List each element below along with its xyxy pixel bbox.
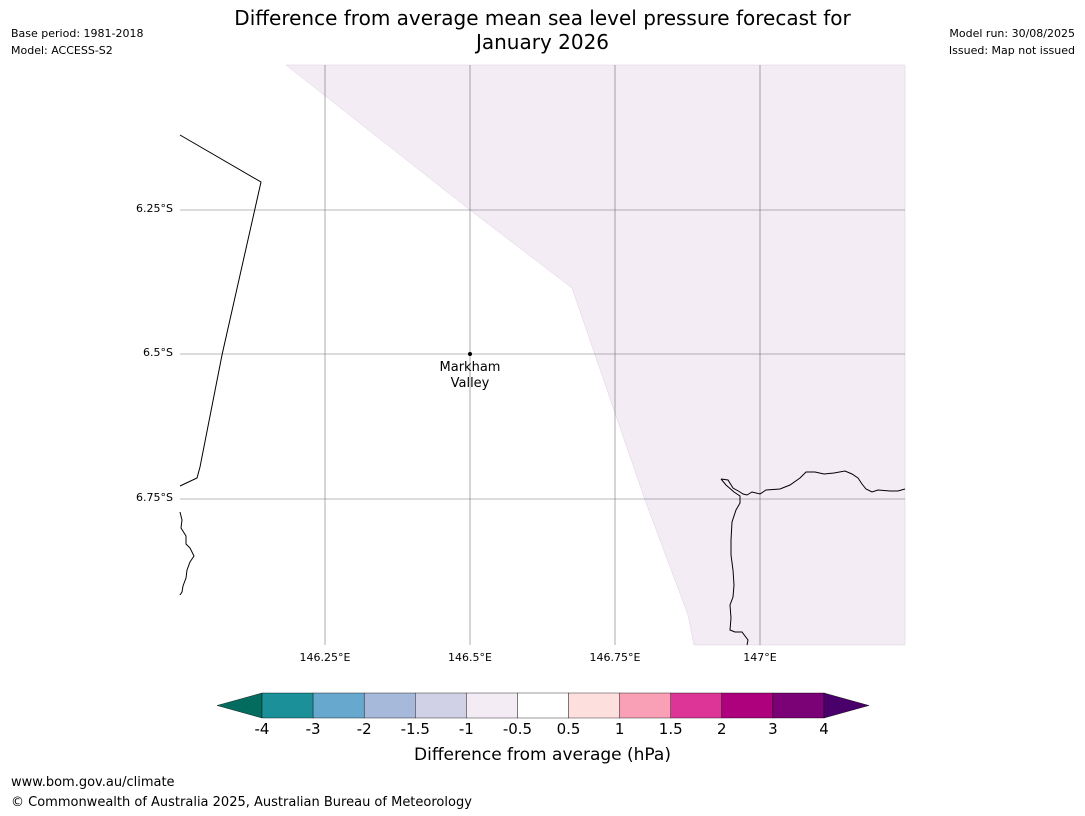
colorbar-segment — [772, 692, 825, 719]
lat-label-6-25: 6.25°S — [136, 202, 173, 215]
colorbar-segment — [363, 692, 416, 719]
colorbar-tick-label: 2 — [717, 720, 727, 738]
colorbar-segment — [568, 692, 620, 719]
metadata-right: Model run: 30/08/2025 Issued: Map not is… — [949, 25, 1075, 59]
colorbar-tick-label: -4 — [254, 720, 270, 738]
footer-copyright: © Commonwealth of Australia 2025, Austra… — [11, 795, 472, 810]
colorbar-low-extend — [216, 692, 263, 719]
colorbar-segment — [312, 692, 365, 719]
place-label: Markham Valley — [420, 360, 520, 392]
footer-url: www.bom.gov.au/climate — [11, 775, 175, 790]
graticule — [180, 65, 905, 645]
colorbar-tick-label: 3 — [768, 720, 778, 738]
coastlines — [179, 134, 906, 646]
lat-label-6-5: 6.5°S — [143, 346, 173, 359]
colorbar-tick-label: -1.5 — [400, 720, 430, 738]
issued-text: Issued: Map not issued — [948, 44, 1075, 57]
colorbar-segment — [517, 692, 569, 719]
coastline-west — [179, 511, 195, 596]
colorbar-label: Difference from average (hPa) — [414, 745, 671, 765]
colorbar-tick-label: 4 — [819, 720, 829, 738]
colorbar-tick-label: -0.5 — [502, 720, 533, 738]
place-name-line-1: Markham — [439, 360, 501, 375]
colorbar-tick-label: -1 — [458, 720, 474, 738]
lon-label-146-5: 146.5°E — [448, 651, 492, 664]
colorbar-tick-label: 1 — [614, 720, 625, 738]
coastline-gulf-west — [720, 478, 749, 646]
colorbar-segment — [466, 692, 518, 719]
colorbar-segment — [261, 692, 314, 719]
colorbar-segments — [261, 692, 825, 719]
colorbar-segment — [721, 692, 774, 719]
colorbar-tick-label: -3 — [305, 720, 321, 738]
colorbar-tick-label: 1.5 — [658, 720, 683, 738]
colorbar-segment — [670, 692, 723, 719]
lon-label-147: 147°E — [743, 651, 777, 664]
lat-label-6-75: 6.75°S — [136, 491, 173, 504]
lon-label-146-75: 146.75°E — [589, 651, 641, 664]
model-run-text: Model run: 30/08/2025 — [949, 27, 1075, 40]
coastline-gulf-north — [720, 470, 906, 496]
place-name-line-2: Valley — [450, 376, 490, 391]
place-marker — [468, 352, 472, 356]
colorbar-tick-label: -2 — [356, 720, 372, 738]
colorbar-high-extend — [823, 692, 870, 719]
colorbar-segment — [619, 692, 671, 719]
title-line-2: January 2026 — [475, 30, 610, 54]
title-line-1: Difference from average mean sea level p… — [234, 6, 851, 30]
map-title: Difference from average mean sea level p… — [180, 6, 905, 54]
colorbar-tick-label: 0.5 — [556, 720, 581, 738]
colorbar-segment — [415, 692, 467, 719]
metadata-left: Base period: 1981-2018 Model: ACCESS-S2 — [11, 25, 143, 59]
boundary-line — [179, 134, 262, 487]
model-text: Model: ACCESS-S2 — [11, 44, 113, 57]
base-period-text: Base period: 1981-2018 — [11, 27, 144, 40]
lon-label-146-25: 146.25°E — [299, 651, 351, 664]
